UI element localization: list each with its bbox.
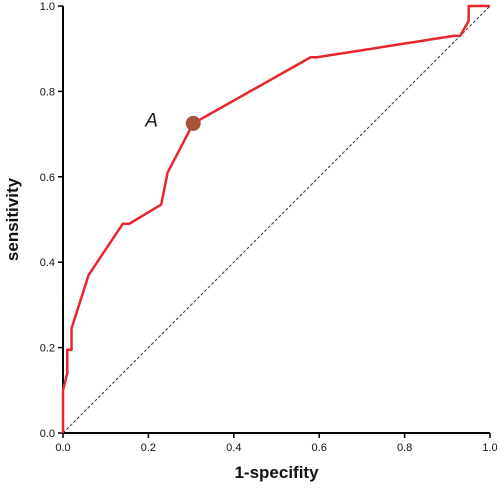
y-tick-label: 0.6	[40, 172, 55, 184]
y-tick-label: 0.0	[40, 428, 55, 440]
x-axis-title: 1-specifity	[234, 463, 319, 482]
point-a-label: A	[144, 110, 158, 131]
x-tick-label: 0.4	[226, 442, 241, 454]
y-tick-label: 0.4	[40, 257, 55, 269]
point-a-marker	[185, 115, 201, 131]
x-tick-label: 0.8	[397, 442, 412, 454]
y-tick-label: 0.2	[40, 343, 55, 355]
reference-diagonal-line	[62, 5, 491, 434]
y-tick-label: 1.0	[40, 1, 55, 13]
axes: 0.0 0.2 0.4 0.6 0.8 1.0 0.0 0.2 0.4 0.6 0.8 1.0	[40, 1, 498, 454]
x-tick-label: 0.0	[55, 442, 70, 454]
x-tick-label: 0.6	[312, 442, 327, 454]
x-tick-label: 0.2	[141, 442, 156, 454]
x-tick-label: 1.0	[482, 442, 497, 454]
y-tick-label: 0.8	[40, 86, 55, 98]
y-axis-title: sensitivity	[3, 177, 22, 261]
roc-curve-line	[61, 4, 490, 433]
